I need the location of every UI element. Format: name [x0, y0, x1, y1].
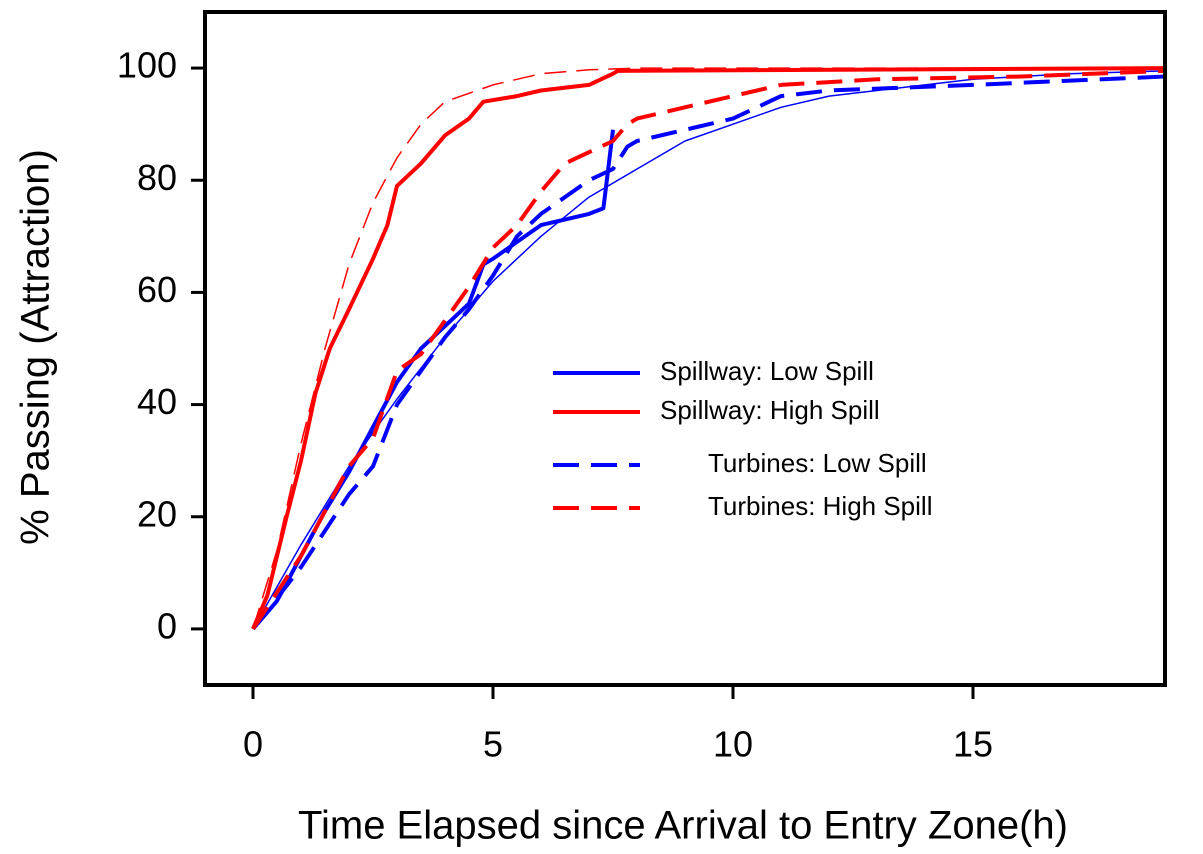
line	[251, 66, 1165, 630]
x-tick-label: 0	[243, 724, 263, 765]
legend-label: Turbines: High Spill	[708, 491, 932, 521]
y-tick-label: 60	[137, 269, 177, 310]
line	[251, 68, 1165, 630]
y-tick-label: 20	[137, 493, 177, 534]
line	[252, 70, 1165, 630]
x-axis-label: Time Elapsed since Arrival to Entry Zone…	[298, 804, 1068, 848]
plot-frame	[203, 10, 1167, 687]
line	[251, 74, 1165, 631]
x-tick-label: 10	[713, 724, 753, 765]
legend-label: Spillway: High Spill	[660, 395, 880, 425]
line	[252, 67, 1165, 630]
y-tick-label: 80	[137, 157, 177, 198]
y-tick-label: 0	[157, 605, 177, 646]
legend-label: Spillway: Low Spill	[660, 356, 874, 386]
legend-label: Turbines: Low Spill	[708, 448, 927, 478]
line	[251, 129, 615, 631]
y-axis-label: % Passing (Attraction)	[14, 149, 58, 545]
y-tick-label: 40	[137, 381, 177, 422]
x-tick-label: 15	[953, 724, 993, 765]
y-tick-label: 100	[117, 45, 177, 86]
x-tick-label: 5	[483, 724, 503, 765]
